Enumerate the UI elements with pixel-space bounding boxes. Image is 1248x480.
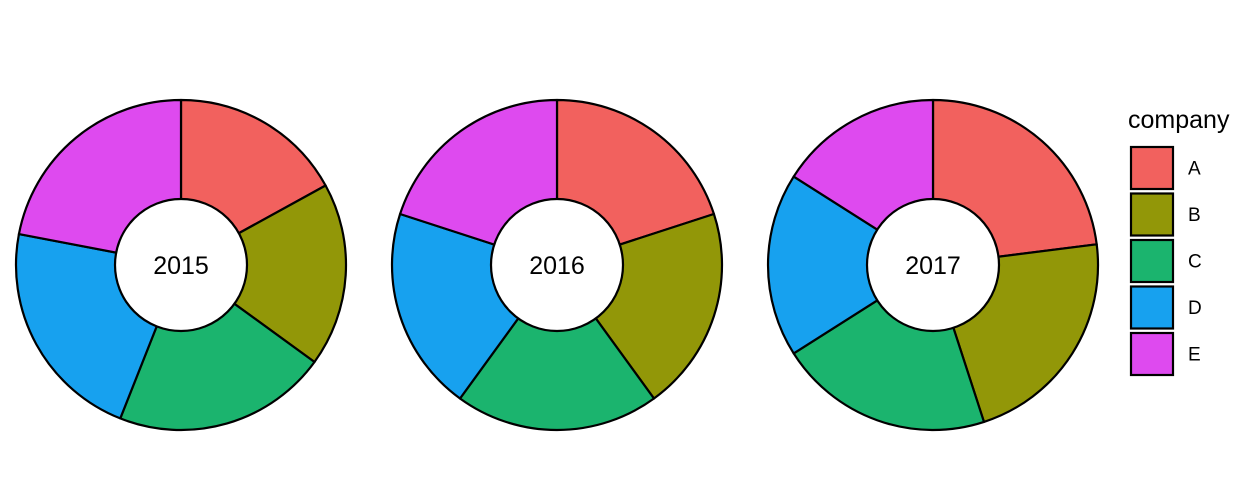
legend-label-A: A [1188,159,1201,180]
center-label-2017: 2017 [905,252,961,280]
slice-2017-D [766,175,935,355]
legend: company A B C D E [1128,106,1230,377]
legend-key-E [1129,331,1175,377]
legend-key-B [1129,192,1175,237]
legend-label-B: B [1188,205,1201,226]
donut-hole-2016 [489,197,625,333]
center-label-2015: 2015 [153,252,209,280]
donut-2015: 2015 [14,98,348,432]
legend-label-C: C [1188,252,1202,273]
legend-items: A B C D E [1129,145,1202,377]
legend-key-A [1129,145,1175,191]
donut-hole-2017 [865,197,1001,333]
legend-title: company [1128,106,1230,134]
donut-2017: 2017 [766,98,1100,432]
legend-label-E: E [1188,345,1201,366]
donut-hole-2015 [113,197,249,333]
legend-key-D [1129,285,1175,330]
slice-2015-B [179,184,348,364]
slice-2016-C [458,263,656,432]
donut-panels: 2015 2016 2017 [14,98,1100,432]
legend-label-D: D [1188,298,1202,319]
center-label-2016: 2016 [529,252,585,280]
legend-key-C [1129,238,1175,284]
donut-2016: 2016 [390,98,724,432]
